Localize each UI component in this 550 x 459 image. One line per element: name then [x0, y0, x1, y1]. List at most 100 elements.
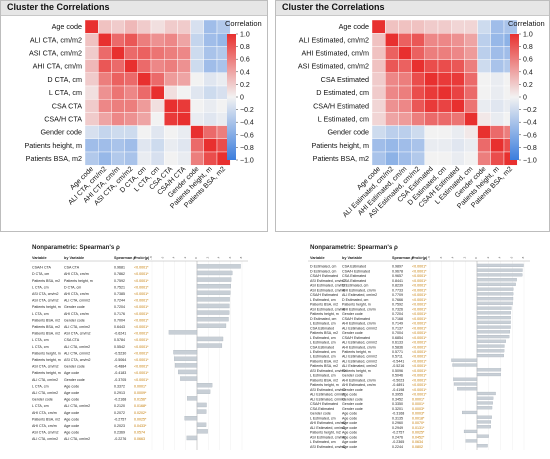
heatmap-cell — [111, 46, 125, 60]
legend-tick-label: 0.6 — [240, 57, 250, 64]
table-cell: 0.2949 — [392, 426, 403, 430]
correlation-bar — [476, 325, 511, 329]
table-cell: L Estimated, cm — [310, 374, 336, 378]
heatmap-cell — [190, 72, 205, 87]
correlation-bar — [196, 422, 207, 427]
table-cell: Gender code — [342, 312, 363, 316]
heatmap-cell — [437, 85, 452, 100]
table-cell: 0.0025* — [134, 417, 147, 421]
heatmap-cell — [490, 19, 505, 34]
heatmap-cell — [111, 72, 125, 87]
table-cell: -0.5230 — [114, 351, 126, 355]
heatmap-cell — [150, 85, 165, 100]
table-cell: 0.9681 — [114, 266, 125, 270]
heatmap-cell — [384, 151, 399, 166]
row-label: Age code — [339, 22, 369, 31]
heatmap-cell — [124, 72, 138, 87]
heatmap-cell — [371, 125, 386, 139]
correlation-bar — [452, 363, 478, 367]
table-cell: ALI CTA, cm/m2 — [64, 345, 90, 349]
heatmap-cell — [137, 98, 152, 113]
heatmap-cell — [450, 98, 465, 113]
heatmap-cell — [398, 85, 412, 100]
table-cell: 0.0018* — [412, 416, 425, 420]
table-cell: 0.5836 — [392, 345, 403, 349]
table-cell: -0.5023 — [392, 378, 404, 382]
heatmap-cell — [398, 125, 412, 139]
table-cell: 0.6854 — [392, 336, 403, 340]
row-label: ALI Estimated, cm/m2 — [299, 35, 369, 44]
table-cell: 0.0634 — [412, 440, 423, 444]
table-cell: D Estimated, cm — [310, 317, 336, 321]
heatmap-cell — [490, 98, 505, 113]
table-cell: AHI Estimated, cm/m — [342, 378, 376, 382]
heatmap-cell — [437, 19, 452, 34]
table-cell: L CTA, cm — [32, 312, 49, 316]
legend-tick-label: 0.8 — [240, 44, 250, 51]
heatmap-cell — [177, 125, 191, 139]
correlation-bar — [462, 410, 478, 415]
table-cell: <0.0001* — [412, 312, 427, 316]
correlation-bar — [476, 420, 492, 424]
nonparam-title: Nonparametric: Spearman's ρ — [310, 244, 398, 251]
table-cell: CSA/H CTA — [32, 266, 52, 270]
legend-tick-label: 0.2 — [240, 82, 250, 89]
table-cell: ALI Estimated, cm/m2 — [310, 397, 345, 401]
correlation-bar — [463, 429, 478, 434]
heatmap-cell — [411, 85, 426, 100]
panel-titlebar: Cluster the Correlations — [1, 1, 267, 16]
correlation-bar — [196, 389, 211, 394]
table-cell: L CTA, cm — [32, 384, 49, 388]
heatmap-cell — [490, 33, 505, 47]
table-cell: <0.0001* — [412, 359, 427, 363]
table-cell: <0.0001* — [412, 269, 427, 273]
correlation-bar — [196, 323, 227, 328]
table-header: Variable — [32, 256, 47, 260]
heatmap-cell — [150, 151, 165, 166]
heatmap-cell — [411, 112, 426, 126]
heatmap-cell — [137, 112, 152, 126]
heatmap-cell — [384, 46, 399, 60]
table-cell: <0.0001* — [134, 351, 149, 355]
heatmap-cell — [477, 98, 492, 113]
heatmap-cell — [437, 33, 452, 47]
heatmap-panel-right: Cluster the Correlations Age code ALI Est… — [275, 0, 550, 232]
bar-scale-label: .4 — [498, 256, 502, 259]
table-cell: -0.4183 — [114, 371, 126, 375]
heatmap-cell — [411, 138, 426, 153]
table-cell: CSA/H Estimated — [310, 293, 338, 297]
table-cell: 0.9657 — [392, 274, 403, 278]
heatmap-cell — [450, 59, 465, 73]
table-cell: ALI Estimated, cm/m2 — [342, 341, 377, 345]
heatmap-cell — [124, 138, 138, 153]
table-cell: 0.9897 — [392, 265, 403, 269]
bar-scale-label: .6 — [228, 256, 232, 259]
table-cell: ASI Estimated, cm/m2 — [310, 284, 346, 288]
heatmap-cell — [437, 46, 452, 60]
table-cell: <0.0001* — [134, 272, 149, 276]
heatmap-cell — [424, 19, 439, 34]
heatmap-cell — [190, 151, 205, 166]
table-cell: <0.0001* — [134, 266, 149, 270]
table-cell: <0.0001* — [134, 299, 149, 303]
table-cell: ASI Estimated, cm/m2 — [310, 307, 346, 311]
bar-scale-label: .4 — [217, 256, 221, 259]
heatmap-cell — [163, 19, 178, 34]
heatmap-cell — [424, 98, 439, 113]
table-cell: Patients height, m — [310, 312, 339, 316]
table-cell: 0.0131* — [412, 426, 425, 430]
heatmap-cell — [177, 85, 191, 100]
table-cell: ASI CTA, cm/m2 — [32, 299, 59, 303]
heatmap-cell — [137, 72, 152, 87]
heatmap-cell — [398, 151, 412, 166]
heatmap-cell — [384, 72, 399, 87]
correlation-bar — [476, 401, 493, 405]
heatmap-cell — [84, 46, 99, 60]
table-cell: Patients BSA, m2 — [310, 359, 338, 363]
heatmap-cell — [411, 33, 426, 47]
heatmap-cell — [137, 138, 152, 153]
table-cell: -0.2757 — [114, 417, 126, 421]
table-cell: -0.6241 — [114, 332, 126, 336]
table-cell: CSA CTA — [64, 266, 80, 270]
table-cell: AHI CTA, cm/m — [64, 312, 89, 316]
